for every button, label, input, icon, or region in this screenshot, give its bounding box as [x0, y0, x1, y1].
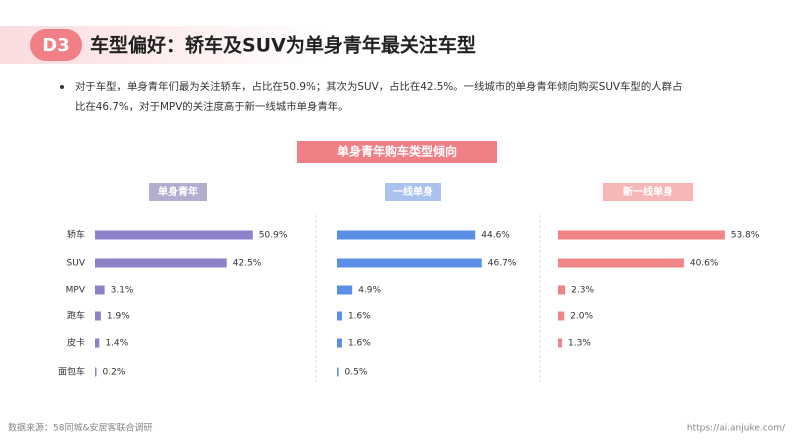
bar [558, 230, 725, 240]
value-label: 2.0% [570, 312, 593, 322]
value-label: 1.4% [105, 339, 128, 349]
bar [558, 338, 563, 348]
bar [95, 258, 227, 268]
badge [30, 29, 82, 61]
bar [95, 285, 105, 295]
badge-text: D3 [42, 35, 69, 56]
category-label: 跑车 [67, 310, 85, 322]
value-label: 0.2% [103, 368, 126, 378]
bar [95, 338, 100, 348]
bar [95, 311, 101, 321]
bullet-line: 比在46.7%，对于MPV的关注度高于新一线城市单身青年。 [75, 100, 349, 113]
category-label: 面包车 [58, 366, 85, 378]
value-label: 0.5% [345, 368, 368, 378]
panel-header [149, 183, 207, 201]
value-label: 2.3% [571, 286, 594, 296]
panel-title: 单身青年 [158, 185, 198, 198]
bar [337, 338, 342, 348]
bar [337, 367, 339, 377]
value-label: 1.3% [568, 339, 591, 349]
value-label: 3.1% [111, 286, 134, 296]
bar [337, 311, 342, 321]
bar [337, 285, 353, 295]
category-label: 皮卡 [67, 337, 85, 349]
bar [337, 258, 482, 268]
bullet-line: 对于车型，单身青年们最为关注轿车，占比在50.9%；其次为SUV，占比在42.5… [75, 80, 682, 93]
slide-title: 车型偏好：轿车及SUV为单身青年最关注车型 [90, 34, 476, 57]
panel-title: 新一线单身 [623, 185, 673, 198]
value-label: 40.6% [690, 259, 719, 269]
panel-header [603, 183, 693, 201]
value-label: 53.8% [731, 231, 760, 241]
panel-header [385, 183, 441, 201]
value-label: 44.6% [481, 231, 510, 241]
section-title: 单身青年购车类型倾向 [337, 144, 457, 159]
category-label: SUV [67, 259, 86, 269]
value-label: 50.9% [259, 231, 288, 241]
url: https://ai.anjuke.com/ [687, 424, 786, 434]
bar [558, 285, 566, 295]
bar [95, 367, 97, 377]
section-title-box [297, 141, 497, 163]
source: 数据来源：58同城&安居客联合调研 [8, 422, 152, 434]
bar [558, 258, 684, 268]
value-label: 1.9% [107, 312, 130, 322]
panel-title: 一线单身 [393, 185, 433, 198]
category-label: MPV [66, 286, 86, 296]
value-label: 1.6% [348, 339, 371, 349]
category-label: 轿车 [67, 229, 85, 241]
value-label: 1.6% [348, 312, 371, 322]
bar [337, 230, 476, 240]
bar [95, 230, 253, 240]
value-label: 42.5% [233, 259, 262, 269]
value-label: 4.9% [358, 286, 381, 296]
value-label: 46.7% [488, 259, 517, 269]
bullet-dot [60, 85, 64, 89]
bar [558, 311, 565, 321]
